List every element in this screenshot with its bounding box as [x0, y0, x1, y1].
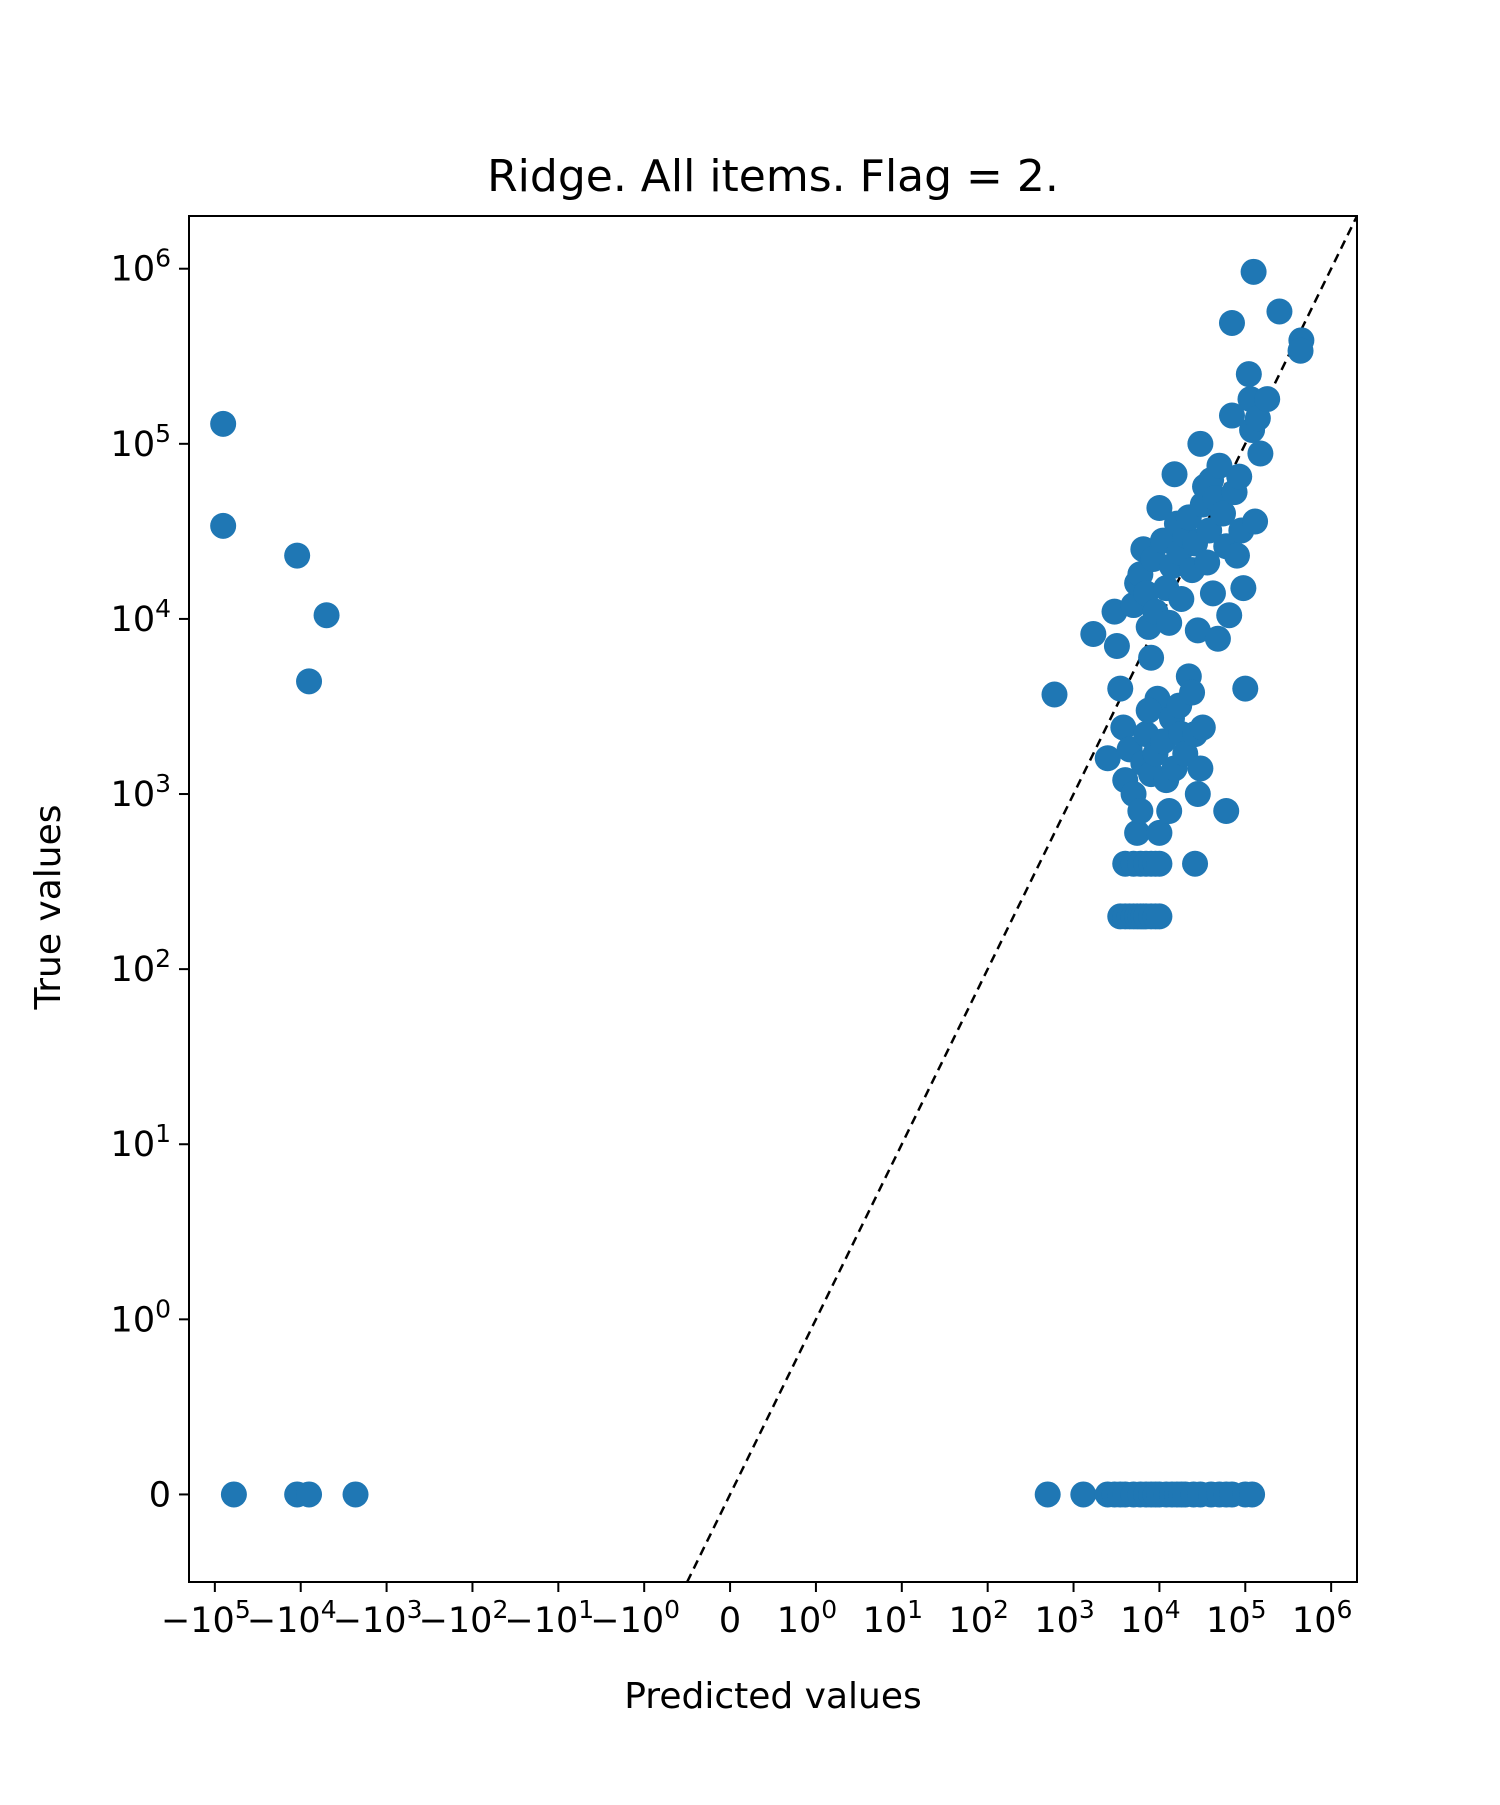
scatter-point [1156, 609, 1183, 636]
scatter-point [210, 410, 237, 437]
scatter-point [1041, 681, 1068, 708]
plot-frame [188, 215, 1358, 1583]
x-tick-label: −103 [333, 1595, 423, 1641]
scatter-point [1110, 714, 1137, 741]
x-tick-label: 102 [948, 1595, 1008, 1641]
scatter-point [1146, 903, 1173, 930]
scatter-point [313, 602, 340, 629]
y-tick-label: 106 [111, 244, 171, 290]
scatter-point [1124, 819, 1151, 846]
scatter-point [1194, 549, 1221, 576]
x-tick-label: −100 [590, 1595, 680, 1641]
scatter-point [1184, 781, 1211, 808]
scatter-point [1240, 258, 1267, 285]
scatter-point [1189, 714, 1216, 741]
scatter-point [1156, 797, 1183, 824]
scatter-point [220, 1481, 247, 1508]
scatter-point [1199, 580, 1226, 607]
scatter-point [1103, 633, 1130, 660]
scatter-point [1218, 309, 1245, 336]
scatter-point [1094, 745, 1121, 772]
scatter-point [1242, 508, 1269, 535]
scatter-point [1080, 621, 1107, 648]
scatter-point [1287, 337, 1314, 364]
chart-title: Ridge. All items. Flag = 2. [487, 151, 1059, 202]
scatter-point [1254, 386, 1281, 413]
scatter-point [1161, 461, 1188, 488]
scatter-point [1184, 617, 1211, 644]
scatter-point [1239, 1481, 1266, 1508]
y-tick-label: 100 [111, 1294, 171, 1340]
x-tick-label: −104 [247, 1595, 337, 1641]
scatter-point [1127, 797, 1154, 824]
scatter-point [1226, 463, 1253, 490]
y-tick-label: 104 [111, 594, 171, 640]
y-tick-label: 0 [149, 1475, 171, 1515]
scatter-point [1223, 542, 1250, 569]
scatter-point [1218, 402, 1245, 429]
scatter-point [342, 1481, 369, 1508]
scatter-point [1168, 585, 1195, 612]
scatter-point [1266, 298, 1293, 325]
x-axis-label: Predicted values [624, 1676, 922, 1717]
scatter-point [296, 1481, 323, 1508]
scatter-point [1070, 1481, 1097, 1508]
scatter-point [1247, 440, 1274, 467]
scatter-point [210, 512, 237, 539]
x-tick-label: 106 [1292, 1595, 1352, 1641]
reference-line [686, 215, 1359, 1583]
scatter-point [1204, 625, 1231, 652]
scatter-point [1216, 602, 1243, 629]
scatter-point [296, 668, 323, 695]
y-axis-label: True values [28, 805, 69, 1011]
x-tick-label: 103 [1034, 1595, 1094, 1641]
x-tick-label: 105 [1206, 1595, 1266, 1641]
scatter-point [1107, 675, 1134, 702]
y-tick-label: 102 [111, 944, 171, 990]
scatter-point [1209, 500, 1236, 527]
x-tick-label: 101 [863, 1595, 923, 1641]
scatter-point [1146, 850, 1173, 877]
x-tick-label: 104 [1120, 1595, 1180, 1641]
y-tick-label: 101 [111, 1119, 171, 1165]
scatter-point [1182, 850, 1209, 877]
y-tick-label: 105 [111, 419, 171, 465]
scatter-point [1179, 679, 1206, 706]
scatter-point [1034, 1481, 1061, 1508]
scatter-point [1206, 452, 1233, 479]
scatter-point [1187, 755, 1214, 782]
x-tick-label: 100 [777, 1595, 837, 1641]
scatter-point [1235, 361, 1262, 388]
x-tick-label: 0 [719, 1601, 741, 1641]
scatter-point [1138, 644, 1165, 671]
scatter-point [1146, 819, 1173, 846]
scatter-point [1135, 697, 1162, 724]
scatter-point [1213, 797, 1240, 824]
scatter-point [1230, 575, 1257, 602]
scatter-point [1146, 494, 1173, 521]
x-tick-label: −105 [161, 1595, 251, 1641]
x-tick-label: −102 [419, 1595, 509, 1641]
x-tick-label: −101 [504, 1595, 594, 1641]
scatter-point [1187, 430, 1214, 457]
scatter-point [284, 542, 311, 569]
y-tick-label: 103 [111, 769, 171, 815]
scatter-point [1232, 675, 1259, 702]
